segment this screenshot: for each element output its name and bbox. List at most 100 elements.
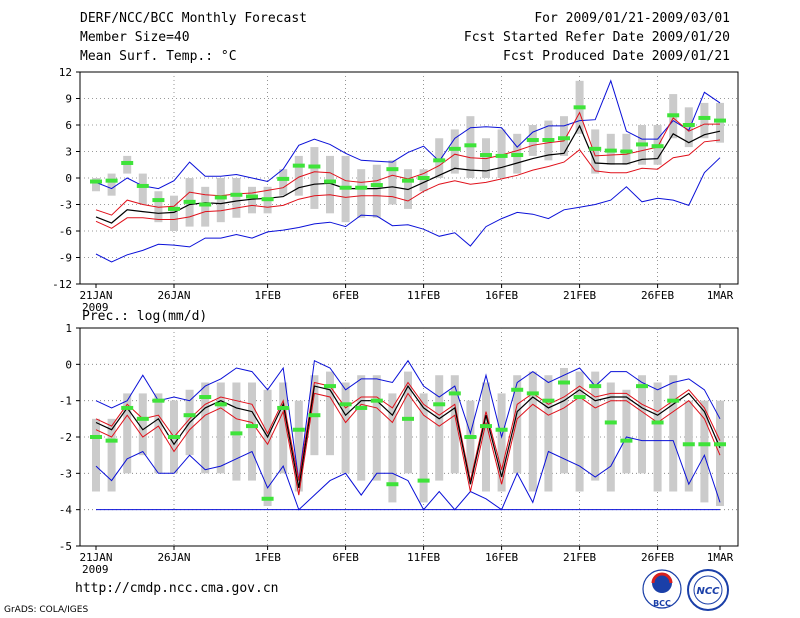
fcst-produced-date: Fcst Produced Date 2009/01/21 (503, 49, 730, 64)
precipitation-box-bar (497, 393, 506, 492)
temperature-median-marker (152, 198, 165, 203)
temperature-median-marker (90, 179, 102, 184)
precipitation-median-marker (480, 424, 492, 429)
precipitation-xtick-label: 1FEB (254, 551, 281, 564)
temperature-median-marker (620, 149, 633, 154)
precipitation-median-marker (402, 416, 414, 421)
precipitation-xtick-label: 16FEB (485, 551, 518, 564)
precipitation-ytick-label: -1 (59, 395, 72, 408)
precipitation-box-bar (341, 382, 350, 474)
precipitation-box-bar (92, 418, 100, 492)
precipitation-median-marker (214, 402, 227, 407)
precipitation-median-marker (152, 398, 165, 403)
fcst-started-date: Fcst Started Refer Date 2009/01/20 (463, 30, 730, 45)
forecast-period: For 2009/01/21-2009/03/01 (534, 11, 730, 26)
precipitation-median-marker (370, 398, 383, 403)
temperature-box-bar (232, 178, 241, 218)
temperature-median-marker (292, 163, 305, 168)
precipitation-median-marker (339, 402, 352, 407)
precipitation-median-marker (183, 413, 196, 418)
temperature-xtick-label: 16FEB (485, 289, 518, 302)
temperature-median-marker (308, 164, 321, 169)
precipitation-box-bar (357, 375, 366, 481)
temperature-median-marker (433, 158, 446, 163)
temperature-box-bar (170, 195, 178, 231)
precipitation-box-bar (248, 382, 256, 481)
temperature-xtick-label: 11FEB (407, 289, 440, 302)
temperature-median-marker (183, 199, 196, 204)
precipitation-box-bar (622, 389, 631, 474)
source-url[interactable]: http://cmdp.ncc.cma.gov.cn (75, 581, 279, 596)
precipitation-xtick-label: 26FEB (641, 551, 674, 564)
precipitation-upper-line (95, 381, 721, 481)
precipitation-ytick-label: 1 (65, 322, 72, 335)
temperature-median-marker (230, 192, 243, 197)
precipitation-median-marker (698, 442, 711, 447)
temperature-median-marker (526, 138, 539, 143)
temperature-median-marker (277, 176, 290, 181)
variable-label-temp: Mean Surf. Temp.: °C (80, 49, 237, 64)
precipitation-median-marker (558, 380, 570, 385)
temperature-median-marker (136, 183, 149, 188)
precipitation-median-marker (511, 387, 524, 392)
temperature-box-bar (138, 173, 147, 205)
temperature-median-marker (682, 123, 695, 127)
temperature-xtick-label: 26JAN (157, 289, 190, 302)
precipitation-box-bar (591, 371, 600, 481)
precipitation-box-bar (294, 400, 303, 492)
precipitation-max-line (95, 359, 721, 481)
temperature-box-bar (716, 102, 724, 143)
temperature-box-bar (216, 178, 225, 223)
temperature-box-bar (700, 102, 709, 139)
precipitation-xtick-label: 21FEB (563, 551, 596, 564)
temperature-ytick-label: -9 (59, 252, 72, 265)
precipitation-box-bar (216, 382, 225, 474)
temperature-median-marker (667, 113, 680, 118)
temperature-ytick-label: 9 (65, 93, 72, 106)
temperature-ytick-label: 3 (65, 146, 72, 159)
precipitation-panel-title: Prec.: log(mm/d) (82, 309, 207, 324)
bcc-logo-icon: BCC (642, 569, 682, 609)
temperature-median-marker (542, 138, 555, 143)
precipitation-median-marker (651, 420, 664, 425)
temperature-box-bar (591, 129, 600, 174)
temperature-median-marker (355, 185, 368, 190)
temperature-median-marker (339, 185, 352, 190)
temperature-median-marker (511, 153, 524, 158)
temperature-median-marker (589, 146, 602, 151)
precipitation-xtick-label: 26JAN (157, 551, 190, 564)
temperature-median-marker (199, 202, 212, 207)
temperature-median-marker (480, 153, 492, 158)
precipitation-box-bar (201, 382, 210, 474)
grads-credit: GrADS: COLA/IGES (4, 605, 89, 615)
temperature-box-bar (357, 169, 366, 218)
ncc-logo-text: NCC (696, 586, 720, 597)
precipitation-median-marker (168, 435, 180, 439)
precipitation-box-bar (450, 375, 459, 474)
temperature-box-bar (248, 186, 256, 214)
temperature-box-bar (92, 178, 100, 192)
precipitation-box-bar (107, 418, 116, 492)
precipitation-box-bar (419, 393, 428, 503)
precipitation-ytick-label: -2 (59, 431, 72, 444)
precipitation-ytick-label: 0 (65, 358, 72, 371)
precipitation-median-marker (355, 405, 368, 410)
temperature-median-marker (261, 197, 274, 202)
temperature-box-bar (388, 160, 397, 205)
precipitation-min-line (95, 436, 721, 511)
temperature-median-marker (448, 146, 461, 151)
temperature-box-bar (201, 186, 210, 227)
temperature-box-bar (560, 116, 568, 156)
temperature-median-marker (698, 115, 711, 120)
temperature-box-bar (684, 107, 693, 148)
precipitation-median-marker (417, 478, 430, 483)
agency-logos: BCC NCC (642, 569, 729, 611)
precipitation-median-marker (542, 398, 555, 403)
precipitation-median-marker (589, 384, 602, 389)
temperature-xtick-label: 6FEB (332, 289, 359, 302)
precipitation-median-marker (246, 424, 258, 429)
precipitation-box-bar (123, 393, 132, 474)
temperature-ytick-label: -3 (59, 199, 72, 212)
precipitation-median-marker (448, 391, 461, 396)
